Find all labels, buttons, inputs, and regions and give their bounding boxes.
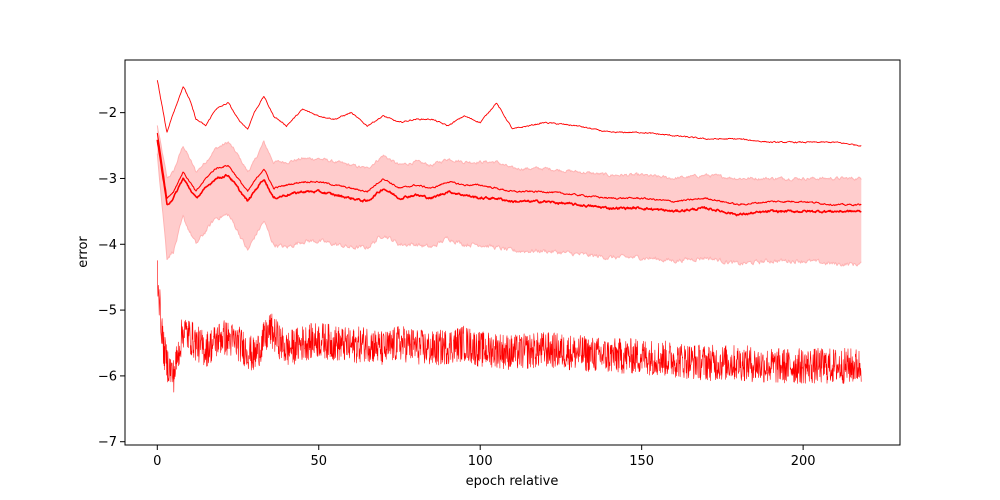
- y-axis: −7 −6 −5 −4 −3 −2: [98, 106, 125, 450]
- x-tick-label: 150: [629, 454, 654, 469]
- y-tick-label: −4: [98, 238, 117, 253]
- x-tick-label: 200: [791, 454, 816, 469]
- y-tick-label: −2: [98, 106, 117, 121]
- y-tick-label: −7: [98, 435, 117, 450]
- x-tick-label: 0: [153, 454, 161, 469]
- y-tick-label: −3: [98, 172, 117, 187]
- y-tick-label: −6: [98, 369, 117, 384]
- y-tick-label: −5: [98, 304, 117, 319]
- series-line-lower: [157, 260, 862, 393]
- confidence-band: [157, 125, 862, 266]
- y-axis-label: error: [76, 236, 91, 268]
- series-line-upper: [156, 80, 862, 147]
- axes-frame: [124, 59, 901, 446]
- plot-area: [156, 80, 862, 393]
- series-line-band-upper: [156, 125, 862, 182]
- x-tick-label: 100: [468, 454, 493, 469]
- x-tick-label: 50: [310, 454, 327, 469]
- x-axis: 0 50 100 150 200: [153, 445, 816, 469]
- series-line-mean-upper: [156, 132, 862, 207]
- series-line-mean: [156, 139, 862, 217]
- x-axis-label: epoch relative: [466, 474, 559, 489]
- series-line-band-lower: [156, 153, 862, 267]
